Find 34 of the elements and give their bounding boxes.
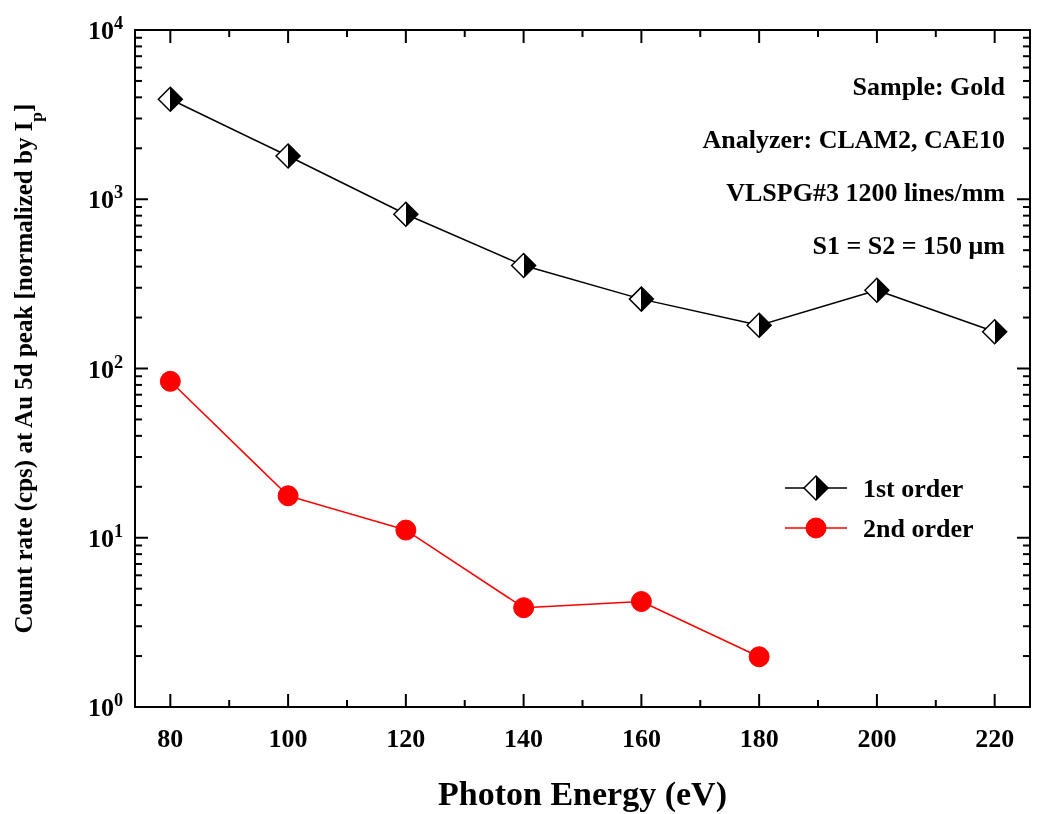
point [393,201,419,228]
point [159,370,181,392]
point [513,597,535,619]
point [981,318,1008,345]
y-tick-label: 10$^{0}$ [87,690,123,722]
x-tick-label: 220 [975,724,1015,753]
x-tick-label: 160 [621,724,661,753]
point [864,277,890,303]
y-tick-label: 10$^{4}$ [87,13,123,45]
point [395,519,417,541]
x-axis-title: Photon Energy (eV) [438,775,727,813]
point [275,143,301,169]
point [630,591,652,613]
legend-label: 1st order [863,474,964,503]
y-tick-label: 10$^{2}$ [87,351,123,384]
x-tick-label: 180 [739,724,779,753]
point [748,646,770,668]
y-tick-label: 10$^{3}$ [87,182,123,215]
x-tick-label: 100 [268,724,308,753]
point [746,312,772,339]
x-tick-label: 120 [386,724,426,753]
point [628,286,655,312]
annotation: Sample: Gold [852,72,1006,101]
point [510,252,537,279]
point [277,485,299,507]
x-tick-label: 200 [857,724,897,753]
y-tick-label: 10$^{1}$ [87,520,123,553]
annotation: VLSPG#3 1200 lines/mm [726,178,1006,207]
annotation: Analyzer: CLAM2, CAE10 [702,125,1005,154]
x-tick-label: 80 [157,724,184,753]
point [157,86,184,112]
annotation: S1 = S2 = 150 μm [812,231,1006,260]
legend-label: 2nd order [863,514,974,543]
x-tick-label: 140 [504,724,544,753]
